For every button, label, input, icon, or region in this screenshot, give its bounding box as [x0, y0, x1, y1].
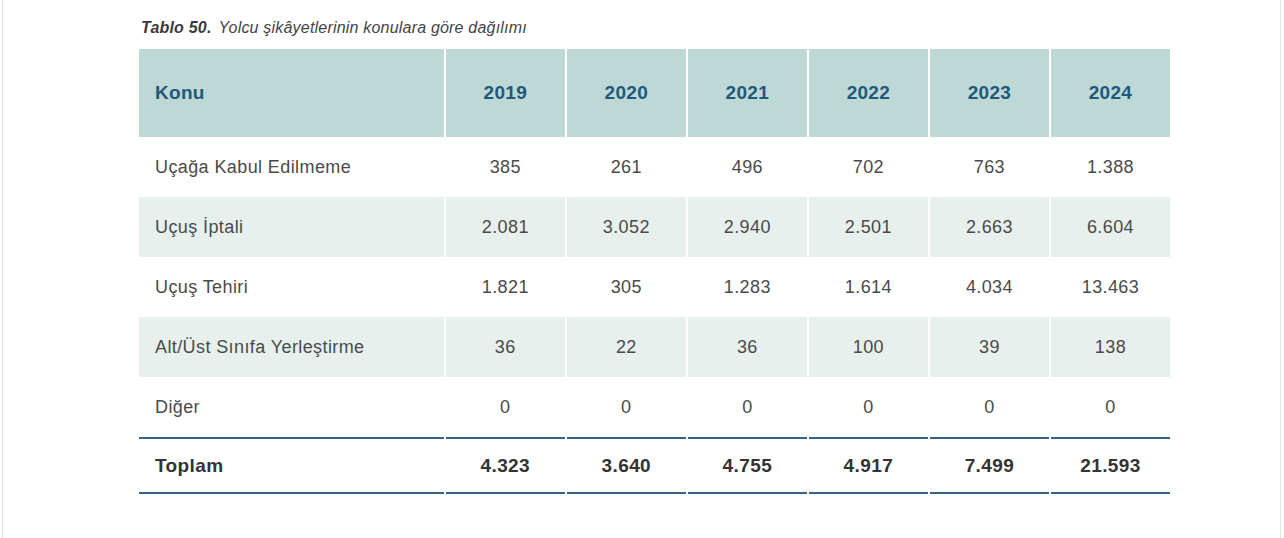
table-caption-text: Yolcu şikâyetlerinin konulara göre dağıl…: [219, 19, 527, 36]
row-label: Alt/Üst Sınıfa Yerleştirme: [139, 317, 444, 377]
cell-value: 261: [567, 137, 686, 197]
total-value: 4.755: [688, 437, 807, 494]
cell-value: 1.283: [688, 257, 807, 317]
cell-value: 6.604: [1051, 197, 1170, 257]
total-label: Toplam: [139, 437, 444, 494]
column-header-2021: 2021: [688, 49, 807, 137]
cell-value: 2.663: [930, 197, 1049, 257]
column-header-2024: 2024: [1051, 49, 1170, 137]
cell-value: 0: [567, 377, 686, 437]
cell-value: 305: [567, 257, 686, 317]
page-edge-left: [2, 0, 3, 538]
total-value: 3.640: [567, 437, 686, 494]
cell-value: 36: [446, 317, 565, 377]
cell-value: 100: [809, 317, 928, 377]
total-value: 4.917: [809, 437, 928, 494]
cell-value: 36: [688, 317, 807, 377]
table-caption-number: Tablo 50.: [141, 19, 212, 36]
complaints-table: Konu 2019 2020 2021 2022 2023 2024 Uçağa…: [137, 49, 1172, 494]
table-caption: Tablo 50. Yolcu şikâyetlerinin konulara g…: [141, 19, 527, 37]
cell-value: 4.034: [930, 257, 1049, 317]
cell-value: 13.463: [1051, 257, 1170, 317]
cell-value: 0: [446, 377, 565, 437]
column-header-2023: 2023: [930, 49, 1049, 137]
table-header-row: Konu 2019 2020 2021 2022 2023 2024: [139, 49, 1170, 137]
cell-value: 1.821: [446, 257, 565, 317]
row-label: Diğer: [139, 377, 444, 437]
column-header-2022: 2022: [809, 49, 928, 137]
cell-value: 138: [1051, 317, 1170, 377]
cell-value: 763: [930, 137, 1049, 197]
cell-value: 22: [567, 317, 686, 377]
cell-value: 2.501: [809, 197, 928, 257]
cell-value: 1.614: [809, 257, 928, 317]
table-row: Uçuş Tehiri 1.821 305 1.283 1.614 4.034 …: [139, 257, 1170, 317]
table-row: Alt/Üst Sınıfa Yerleştirme 36 22 36 100 …: [139, 317, 1170, 377]
cell-value: 0: [930, 377, 1049, 437]
total-value: 7.499: [930, 437, 1049, 494]
page-edge-right: [1280, 0, 1281, 538]
column-header-2019: 2019: [446, 49, 565, 137]
total-value: 4.323: [446, 437, 565, 494]
cell-value: 3.052: [567, 197, 686, 257]
cell-value: 2.081: [446, 197, 565, 257]
column-header-konu: Konu: [139, 49, 444, 137]
total-value: 21.593: [1051, 437, 1170, 494]
row-label: Uçuş Tehiri: [139, 257, 444, 317]
cell-value: 702: [809, 137, 928, 197]
table-row: Diğer 0 0 0 0 0 0: [139, 377, 1170, 437]
cell-value: 385: [446, 137, 565, 197]
cell-value: 39: [930, 317, 1049, 377]
cell-value: 0: [809, 377, 928, 437]
cell-value: 0: [688, 377, 807, 437]
column-header-2020: 2020: [567, 49, 686, 137]
table-row: Uçuş İptali 2.081 3.052 2.940 2.501 2.66…: [139, 197, 1170, 257]
row-label: Uçağa Kabul Edilmeme: [139, 137, 444, 197]
table-row: Uçağa Kabul Edilmeme 385 261 496 702 763…: [139, 137, 1170, 197]
cell-value: 1.388: [1051, 137, 1170, 197]
cell-value: 496: [688, 137, 807, 197]
cell-value: 0: [1051, 377, 1170, 437]
table-total-row: Toplam 4.323 3.640 4.755 4.917 7.499 21.…: [139, 437, 1170, 494]
cell-value: 2.940: [688, 197, 807, 257]
row-label: Uçuş İptali: [139, 197, 444, 257]
